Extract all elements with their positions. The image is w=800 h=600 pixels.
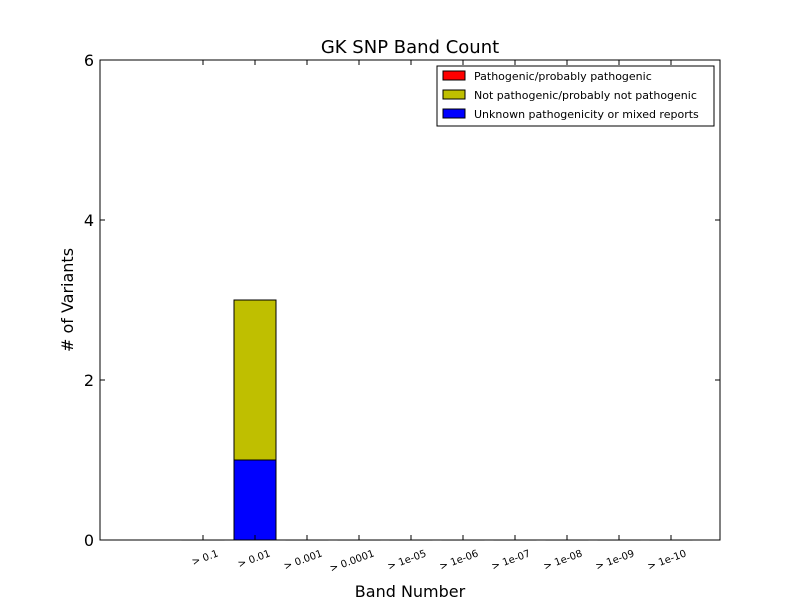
bar-segment xyxy=(233,459,277,541)
y-axis-label: # of Variants xyxy=(58,248,77,352)
y-tick-label: 6 xyxy=(84,51,94,70)
legend-label: Not pathogenic/probably not pathogenic xyxy=(474,89,697,102)
legend-swatch xyxy=(442,108,466,119)
legend-label: Unknown pathogenicity or mixed reports xyxy=(474,108,699,121)
y-axis: 0 2 4 6 xyxy=(84,51,720,550)
bar-segment xyxy=(233,299,277,461)
x-tick-label: > 0.1 xyxy=(190,548,220,568)
chart-title: GK SNP Band Count xyxy=(321,37,499,58)
x-tick-label: > 1e-05 xyxy=(386,548,428,572)
x-tick-label: > 1e-08 xyxy=(542,548,584,572)
y-tick-label: 4 xyxy=(84,211,94,230)
legend: Pathogenic/probably pathogenic Not pathog… xyxy=(436,65,715,127)
legend-swatch xyxy=(442,89,466,100)
legend-label: Pathogenic/probably pathogenic xyxy=(474,70,652,83)
x-tick-label: > 0.001 xyxy=(282,548,324,572)
x-tick-label: > 1e-09 xyxy=(594,548,636,572)
bars-layer xyxy=(181,299,693,541)
x-tick-label: > 1e-07 xyxy=(490,548,532,572)
y-tick-label: 0 xyxy=(84,531,94,550)
x-tick-label: > 0.01 xyxy=(236,548,272,570)
legend-frame xyxy=(436,65,715,127)
x-tick-label: > 1e-10 xyxy=(646,548,688,572)
plot-frame xyxy=(99,59,721,541)
x-tick-label: > 0.0001 xyxy=(329,548,377,574)
y-tick-label: 2 xyxy=(84,371,94,390)
x-axis-label: Band Number xyxy=(355,582,466,600)
x-tick-label: > 1e-06 xyxy=(438,548,480,572)
legend-swatch xyxy=(442,70,466,81)
